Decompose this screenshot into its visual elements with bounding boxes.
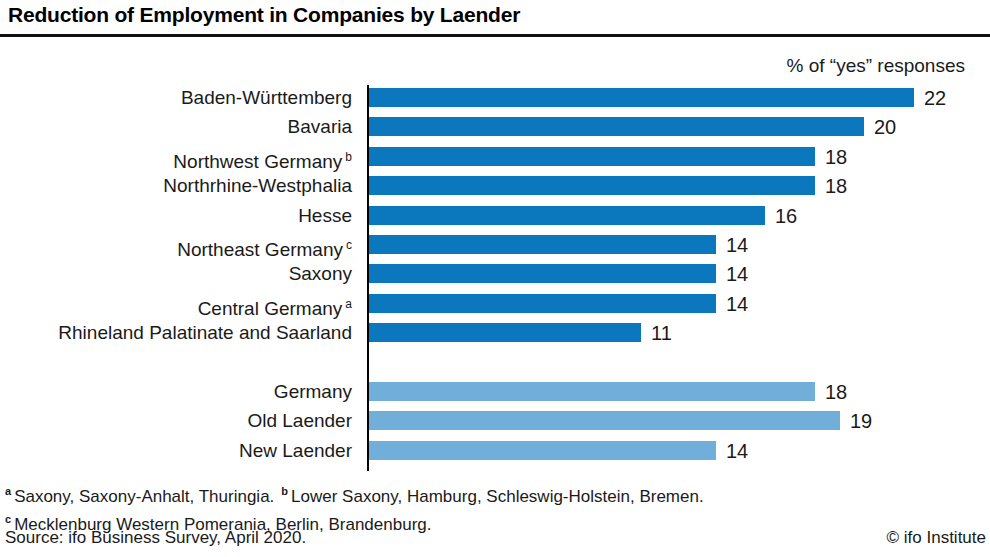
bar-value: 19 [850,412,872,431]
footnote-marker-a: a [5,485,11,497]
bar-value: 14 [726,265,748,284]
bar-value: 22 [924,89,946,108]
source-note: Source: ifo Business Survey, April 2020. [5,528,306,548]
bar-label: Old Laender [0,411,352,431]
bar [369,382,815,401]
bar-value: 20 [874,118,896,137]
bar-label: Northwest Germanyb [0,147,352,172]
bar-label: Baden-Württemberg [0,88,352,108]
bar-value: 14 [726,295,748,314]
bar-value: 18 [825,177,847,196]
bar-label-footnote-marker: a [345,297,352,311]
footnote-marker-c: c [5,513,11,525]
bar [369,441,716,460]
bar [369,206,765,225]
footnote-marker-b: b [281,485,288,497]
bar [369,294,716,313]
bar-label: Northrhine-Westphalia [0,176,352,196]
bar-value: 11 [651,324,672,343]
bar-label: Northeast Germanyc [0,235,352,260]
bar-value: 16 [775,207,797,226]
bar-label: Germany [0,382,352,402]
bar-label: Hesse [0,206,352,226]
bar-value: 18 [825,383,847,402]
bar-chart: Baden-Württemberg 22 Bavaria 20 Northwest Ge… [0,0,990,475]
footnote-text-b: Lower Saxony, Hamburg, Schleswig-Holstei… [291,487,704,506]
bar-value: 14 [726,236,748,255]
bar-label: Central Germanya [0,294,352,319]
bar-label: Bavaria [0,117,352,137]
bar-label-footnote-marker: c [346,238,352,252]
chart-page: Reduction of Employment in Companies by … [0,0,990,557]
bar [369,235,716,254]
bar-value: 14 [726,442,748,461]
bar [369,264,716,283]
copyright-note: © ifo Institute [887,528,986,548]
bar-value: 18 [825,148,847,167]
bar [369,147,815,166]
bar-label: Saxony [0,264,352,284]
bar-label-footnote-marker: b [345,150,352,164]
bar [369,323,641,342]
bar [369,411,840,430]
bar-label: Rhineland Palatinate and Saarland [0,323,352,343]
bar [369,88,914,107]
footnote-text-a: Saxony, Saxony-Anhalt, Thuringia. [14,487,274,506]
bar [369,176,815,195]
bar [369,117,864,136]
footnote-line-1: aSaxony, Saxony-Anhalt, Thuringia. bLower… [5,480,704,508]
bar-label: New Laender [0,441,352,461]
